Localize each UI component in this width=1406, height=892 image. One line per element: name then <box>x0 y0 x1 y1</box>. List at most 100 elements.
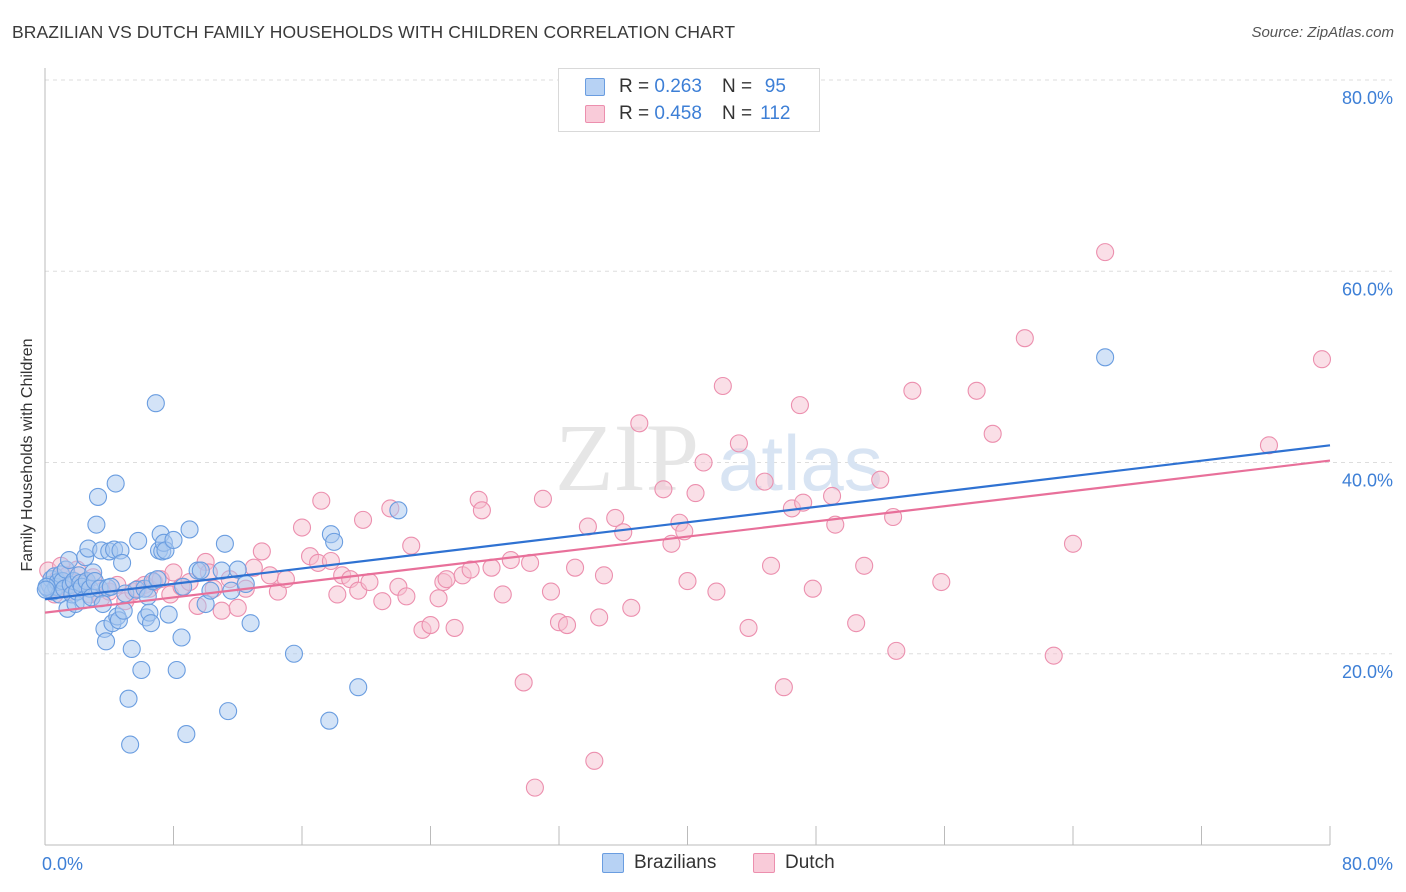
series-legend: Brazilians Dutch <box>0 852 1406 878</box>
legend-n-brazilians: 95 <box>764 76 786 97</box>
legend-n-label: N = <box>721 76 753 97</box>
brazilian-point-68 <box>159 605 178 624</box>
legend-n-label: N = <box>721 103 753 124</box>
dutch-point-95 <box>729 434 748 453</box>
legend-label-brazilians: Brazilians <box>634 852 717 873</box>
legend-swatch-dutch <box>585 105 605 123</box>
dutch-point-101 <box>790 396 809 415</box>
dutch-point-61 <box>437 570 456 589</box>
dutch-point-94 <box>713 376 732 396</box>
legend-item-dutch[interactable]: Dutch <box>753 852 835 874</box>
brazilian-point-13 <box>60 550 79 570</box>
legend-row-brazilians: R = 0.263 N = 95 <box>585 75 793 99</box>
brazilian-point-90 <box>349 678 368 697</box>
y-tick-labels: 20.0% 40.0% 60.0% 80.0% <box>1342 88 1393 682</box>
dutch-point-66 <box>472 501 491 520</box>
legend-swatch-dutch <box>753 853 775 873</box>
dutch-point-32 <box>212 601 231 620</box>
source-credit: Source: ZipAtlas.com <box>1251 24 1394 41</box>
gridlines <box>45 79 1392 655</box>
dutch-point-58 <box>421 616 440 635</box>
dutch-point-81 <box>594 566 614 585</box>
dutch-point-38 <box>260 566 279 585</box>
dutch-point-77 <box>566 558 585 577</box>
brazilian-point-30 <box>87 515 106 534</box>
dutch-point-64 <box>461 560 480 579</box>
dutch-point-74 <box>541 582 561 601</box>
correlation-legend: R = 0.263 N = 95 R = 0.458 N = 112 <box>558 68 820 132</box>
brazilian-point-62 <box>148 570 167 589</box>
dutch-point-82 <box>606 508 625 528</box>
dutch-point-108 <box>871 470 890 489</box>
dutch-point-41 <box>292 518 312 537</box>
dutch-point-55 <box>397 587 416 606</box>
dutch-point-34 <box>228 598 247 617</box>
brazilian-point-42 <box>106 474 125 493</box>
legend-r-label: R = <box>619 103 650 124</box>
axes <box>44 68 1331 846</box>
legend-item-brazilians[interactable]: Brazilians <box>602 852 716 874</box>
dutch-point-112 <box>932 572 951 592</box>
dutch-point-97 <box>755 472 774 491</box>
x-tick-label-max: 80.0% <box>1342 854 1393 874</box>
brazilian-point-76 <box>191 561 210 580</box>
dutch-point-51 <box>360 572 379 592</box>
brazilian-point-83 <box>228 560 247 579</box>
brazilian-point-91 <box>389 501 408 520</box>
dutch-point-113 <box>967 381 986 400</box>
dutch-point-99 <box>774 678 793 697</box>
dutch-point-117 <box>1063 534 1083 553</box>
legend-swatch-brazilians <box>585 78 605 96</box>
legend-label-dutch: Dutch <box>785 852 835 873</box>
legend-n-dutch: 112 <box>760 103 791 124</box>
dutch-point-96 <box>739 618 758 637</box>
brazilian-point-86 <box>284 644 304 663</box>
brazilian-point-85 <box>241 614 260 633</box>
dutch-point-106 <box>847 614 866 633</box>
watermark-zip: ZIP <box>555 404 699 511</box>
brazilian-point-70 <box>167 660 186 680</box>
brazilian-point-80 <box>215 534 234 553</box>
brazilian-point-89 <box>325 532 344 551</box>
brazilian-point-73 <box>177 725 196 744</box>
dutch-point-62 <box>445 618 464 637</box>
legend-r-brazilians: 0.263 <box>654 76 702 97</box>
dutch-point-85 <box>630 414 649 433</box>
y-tick-label-0: 20.0% <box>1342 662 1393 682</box>
dutch-point-73 <box>533 489 552 508</box>
dutch-point-46 <box>328 585 347 604</box>
dutch-point-72 <box>525 778 544 797</box>
brazilian-point-71 <box>172 628 191 647</box>
dutch-point-107 <box>855 556 874 575</box>
dutch-point-44 <box>312 491 331 510</box>
dutch-point-110 <box>887 641 906 660</box>
dutch-point-115 <box>1015 329 1034 348</box>
dutch-point-93 <box>707 582 726 601</box>
brazilian-point-49 <box>119 689 138 708</box>
brazilian-point-50 <box>121 735 140 754</box>
dutch-point-68 <box>493 585 512 604</box>
brazilian-point-69 <box>164 530 183 550</box>
legend-r-label: R = <box>619 76 650 97</box>
brazilian-point-92 <box>1096 348 1115 367</box>
dutch-point-80 <box>590 608 609 627</box>
brazilian-point-78 <box>201 581 220 600</box>
dutch-point-116 <box>1044 646 1063 665</box>
dutch-point-111 <box>903 381 922 400</box>
dutch-point-103 <box>803 579 822 598</box>
dutch-point-120 <box>1312 350 1332 369</box>
brazilian-point-31 <box>88 487 108 506</box>
brazilian-point-61 <box>146 394 165 413</box>
dutch-point-104 <box>823 486 842 506</box>
brazilian-point-54 <box>132 660 151 680</box>
dutch-point-37 <box>252 542 271 561</box>
legend-r-dutch: 0.458 <box>654 103 702 124</box>
x-tick-label-min: 0.0% <box>42 854 83 874</box>
y-tick-label-1: 40.0% <box>1342 471 1393 491</box>
legend-swatch-brazilians <box>602 853 624 873</box>
dutch-point-84 <box>622 598 641 617</box>
brazilian-point-87 <box>320 711 339 730</box>
dutch-point-45 <box>321 551 340 571</box>
dutch-point-76 <box>557 616 577 635</box>
